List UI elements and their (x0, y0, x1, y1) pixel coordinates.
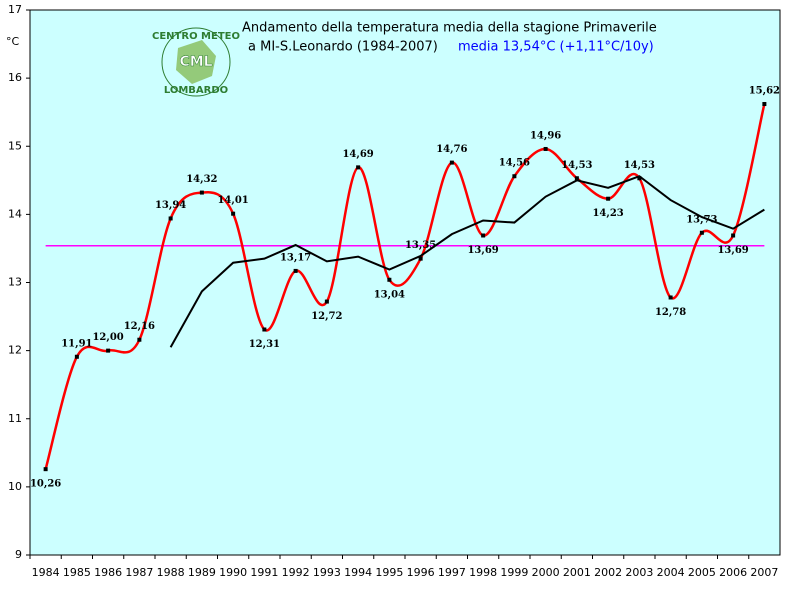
x-tick-label: 2002 (594, 566, 622, 579)
data-label: 12,72 (311, 311, 342, 322)
y-tick-label: 15 (8, 139, 22, 152)
point-marker (668, 295, 673, 300)
point-marker (449, 160, 454, 165)
point-marker (418, 256, 423, 261)
logo-shape (176, 40, 216, 84)
x-tick-label: 1985 (63, 566, 91, 579)
point-marker (324, 299, 329, 304)
data-label: 13,17 (280, 252, 311, 263)
y-tick-label: 13 (8, 276, 22, 289)
data-label: 14,76 (436, 144, 467, 155)
logo: CENTRO METEO CML LOMBARDO (152, 27, 240, 97)
point-marker (699, 230, 704, 235)
series-line (44, 103, 766, 470)
data-label: 10,26 (30, 479, 61, 490)
logo-text: LOMBARDO (164, 85, 228, 96)
data-label: 13,73 (686, 214, 717, 225)
point-marker (637, 176, 642, 181)
logo-text: CML (179, 54, 212, 70)
y-tick-label: 10 (8, 480, 22, 493)
series-line (169, 175, 765, 348)
data-label: 14,32 (186, 174, 217, 185)
chart-title: Andamento della temperatura media della … (242, 21, 657, 36)
y-tick-label: 9 (15, 548, 22, 561)
point-marker (106, 348, 111, 353)
data-label: 12,16 (124, 321, 155, 332)
y-unit: °C (6, 35, 20, 48)
data-label: 14,53 (561, 160, 592, 171)
x-tick-label: 2003 (625, 566, 653, 579)
x-tick-label: 1997 (438, 566, 466, 579)
point-marker (43, 467, 48, 472)
data-label: 13,94 (155, 200, 186, 211)
y-tick-label: 16 (8, 71, 22, 84)
point-marker (606, 196, 611, 201)
point-marker (387, 277, 392, 282)
data-label: 14,53 (624, 160, 655, 171)
x-tick-label: 2004 (657, 566, 685, 579)
x-tick-label: 2007 (750, 566, 778, 579)
x-tick-label: 1993 (313, 566, 341, 579)
x-tick-label: 1988 (157, 566, 185, 579)
x-tick-label: 1995 (375, 566, 403, 579)
data-label: 13,69 (717, 245, 748, 256)
logo-ring (161, 27, 231, 97)
x-tick-label: 1998 (469, 566, 497, 579)
point-marker (762, 102, 767, 107)
point-marker (231, 211, 236, 216)
data-label: 14,69 (342, 149, 373, 160)
x-tick-label: 2001 (563, 566, 591, 579)
data-label: 12,78 (655, 307, 686, 318)
point-marker (293, 268, 298, 273)
x-tick-label: 1992 (282, 566, 310, 579)
x-tick-label: 1984 (32, 566, 60, 579)
x-tick-label: 2000 (532, 566, 560, 579)
point-marker (543, 146, 548, 151)
x-tick-label: 1991 (250, 566, 278, 579)
data-label: 13,04 (374, 289, 405, 300)
data-label: 11,91 (61, 338, 92, 349)
logo-text: CENTRO METEO (152, 31, 240, 42)
data-label: 12,31 (249, 339, 280, 350)
point-marker (168, 216, 173, 221)
point-marker (574, 176, 579, 181)
annotation: media 13,54°C (+1,11°C/10y) (458, 40, 654, 55)
data-label: 13,69 (467, 245, 498, 256)
point-marker (262, 327, 267, 332)
x-tick-label: 1994 (344, 566, 372, 579)
x-tick-label: 2006 (719, 566, 747, 579)
chart-subtitle: a MI-S.Leonardo (1984-2007) (248, 40, 438, 55)
x-tick-label: 1996 (407, 566, 435, 579)
data-label: 14,56 (499, 158, 530, 169)
data-label: 14,01 (217, 195, 248, 206)
point-marker (731, 233, 736, 238)
x-tick-label: 2005 (688, 566, 716, 579)
x-tick-label: 1989 (188, 566, 216, 579)
data-label: 14,96 (530, 130, 561, 141)
y-tick-label: 12 (8, 344, 22, 357)
data-label: 14,23 (592, 208, 623, 219)
x-tick-label: 1986 (94, 566, 122, 579)
x-tick-label: 1990 (219, 566, 247, 579)
point-marker (481, 233, 486, 238)
point-marker (356, 165, 361, 170)
y-tick-label: 14 (8, 207, 22, 220)
data-label: 13,35 (405, 240, 436, 251)
x-tick-label: 1987 (125, 566, 153, 579)
y-tick-label: 11 (8, 412, 22, 425)
data-label: 12,00 (92, 332, 123, 343)
y-tick-label: 17 (8, 3, 22, 16)
point-marker (137, 337, 142, 342)
point-marker (512, 174, 517, 179)
data-label: 15,62 (749, 86, 780, 97)
point-marker (74, 354, 79, 359)
point-marker (199, 190, 204, 195)
x-tick-label: 1999 (500, 566, 528, 579)
